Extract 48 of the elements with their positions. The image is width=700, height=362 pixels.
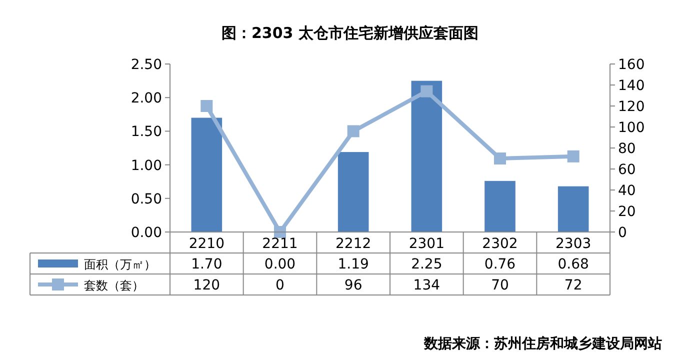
point [494,152,506,164]
data-label: 72 [564,278,582,294]
y2-tick-label: 40 [618,183,636,199]
data-label: 96 [344,278,362,294]
data-label: 2.25 [411,256,442,272]
legend-label: 套数（套） [84,278,144,292]
bar [558,186,589,232]
y2-tick-label: 60 [618,162,636,178]
point [274,226,286,238]
x-tick-label: 2303 [556,236,592,252]
y-tick-label: 2.50 [130,57,162,73]
point [347,125,360,138]
x-tick-label: 2301 [408,236,444,252]
y-tick-label: 0.00 [130,225,162,241]
data-label: 120 [193,278,220,294]
y-tick-label: 1.50 [130,124,162,140]
x-tick-label: 2302 [482,236,518,252]
y2-tick-label: 80 [618,141,636,157]
y2-tick-label: 0 [618,225,627,241]
y2-tick-label: 100 [618,120,645,136]
point [200,100,213,112]
data-label: 0.76 [484,256,516,272]
bar [191,118,222,232]
data-label: 0 [276,278,284,294]
y-tick-label: 2.00 [130,90,162,107]
chart-title: 图：2303 太仓市住宅新增供应套面图 [222,24,478,42]
y-tick-label: 1.00 [130,158,162,174]
data-label: 0.68 [558,256,589,272]
point [567,150,580,162]
data-label: 1.70 [191,256,222,272]
x-tick-label: 2211 [262,236,298,252]
data-label: 70 [491,278,509,294]
y2-tick-label: 140 [618,78,645,94]
x-tick-label: 2212 [336,236,372,252]
bar [484,180,516,232]
data-label: 0.00 [264,256,296,272]
y2-tick-label: 20 [618,204,636,220]
data-label: 1.19 [338,256,369,272]
point [420,85,433,98]
data-label: 134 [413,278,440,294]
y-tick-label: 0.50 [130,191,162,208]
y2-tick-label: 120 [618,99,645,115]
legend-label: 面积（万㎡） [84,258,156,272]
x-tick-label: 2210 [188,236,224,252]
source-note: 数据来源：苏州住房和城乡建设局网站 [423,335,662,352]
bar [338,152,369,232]
bar [411,80,442,232]
y2-tick-label: 160 [618,57,645,73]
